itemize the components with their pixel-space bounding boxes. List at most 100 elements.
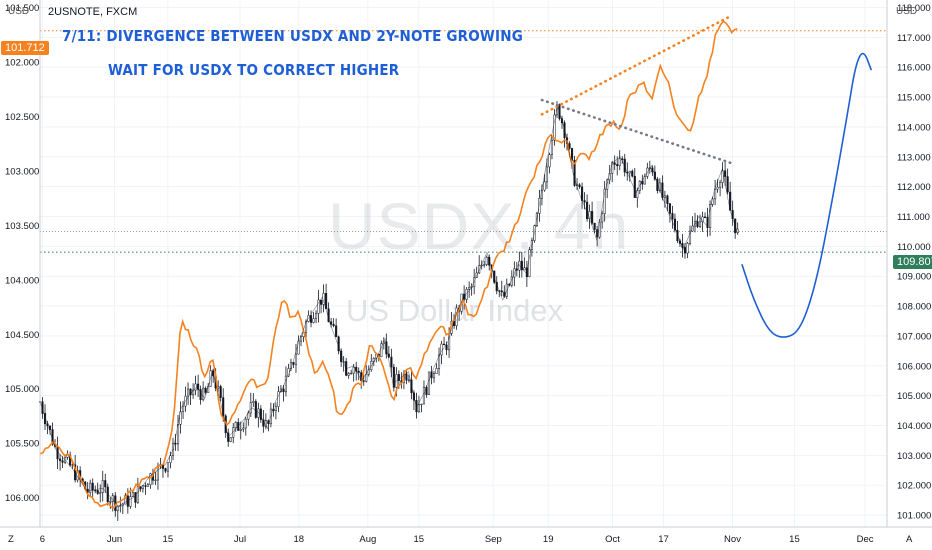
left-tick-label: 105.500 [5, 439, 39, 450]
candle-body [696, 221, 699, 227]
right-tick-label: 115.000 [897, 93, 931, 104]
candle-body [631, 170, 634, 177]
candle-body [277, 391, 280, 407]
right-tick-label: 110.000 [897, 242, 931, 253]
watermark-main: USDX, 4h [328, 189, 630, 263]
candle-body [407, 379, 410, 381]
right-axis-unit: USD [896, 6, 918, 17]
candle-body [709, 204, 712, 228]
right-tick-label: 108.000 [897, 302, 931, 313]
left-tick-label: 103.000 [5, 166, 39, 177]
candle-body [187, 388, 190, 397]
candle-body [365, 373, 368, 382]
candle-body [199, 389, 202, 401]
candle-body [545, 166, 548, 183]
candle-body [352, 366, 355, 374]
candle-body [698, 221, 702, 227]
candle-body [616, 164, 619, 166]
candle-body [706, 217, 709, 228]
candle-body [488, 256, 491, 266]
candle-body [317, 299, 320, 314]
grid-lines [40, 0, 887, 527]
right-tick-label: 109.000 [897, 272, 931, 283]
candle-body [663, 195, 666, 198]
candle-body [523, 267, 526, 271]
candle-body [543, 181, 546, 191]
candle-body [239, 428, 242, 431]
right-tick-label: 113.000 [897, 152, 931, 163]
candle-body [234, 422, 237, 428]
candle-body [688, 230, 692, 244]
candle-body [362, 380, 365, 382]
candle-body [724, 170, 727, 177]
candle-body [315, 313, 318, 319]
candle-body [61, 460, 64, 463]
candle-body [478, 265, 481, 274]
candle-body [242, 427, 245, 430]
right-tick-label: 117.000 [897, 33, 931, 44]
right-tick-label: 116.000 [897, 63, 931, 74]
candle-body [99, 492, 102, 494]
candle-body [443, 343, 446, 346]
x-tick-label: Sep [485, 534, 502, 545]
candle-body [435, 368, 438, 374]
right-axis: 101.000 102.000 103.000 104.000 105.000 106.0… [886, 0, 931, 527]
candle-body [294, 353, 298, 365]
candle-body [668, 203, 671, 214]
candle-body [553, 114, 556, 141]
candle-body [297, 340, 300, 355]
candle-body [347, 373, 350, 376]
candle-body [701, 216, 704, 223]
candle-body [166, 462, 170, 472]
candle-body [330, 321, 333, 325]
candle-body [550, 139, 554, 156]
annotation-line-2: WAIT FOR USDX TO CORRECT HIGHER [108, 61, 400, 79]
right-tick-label: 105.000 [897, 391, 931, 402]
candle-body [169, 455, 172, 463]
candle-body [468, 287, 471, 290]
x-tick-label: Jul [234, 534, 246, 545]
candle-body [633, 175, 636, 198]
candle-body [174, 443, 177, 445]
right-tick-label: 118.000 [897, 3, 931, 14]
left-axis: 101.500 102.000 102.500 103.000 103.500 104.0… [5, 0, 41, 527]
candle-body [628, 170, 631, 174]
candle-body [204, 387, 207, 393]
candle-body [601, 213, 604, 223]
candle-body [91, 482, 94, 491]
candle-body [683, 247, 687, 254]
left-last-value-tag: 101.712 [1, 41, 49, 55]
projection-curve [741, 52, 873, 338]
trendlines [540, 15, 732, 165]
left-tick-label: 106.000 [5, 493, 39, 504]
candle-body [390, 356, 393, 368]
candle-body [197, 383, 200, 390]
x-tick-label: 15 [414, 534, 425, 545]
candle-body [350, 372, 353, 375]
candle-body [726, 176, 729, 193]
right-tick-label: 112.000 [897, 182, 931, 193]
symbol-label: 2USNOTE, FXCM [48, 6, 138, 18]
candle-body [483, 264, 486, 266]
candle-body [410, 379, 413, 394]
candle-body [417, 404, 421, 413]
x-tick-label: Aug [359, 534, 376, 545]
candle-body [520, 260, 523, 271]
candle-body [309, 315, 313, 323]
candle-body [420, 403, 423, 406]
x-tick-label: 15 [789, 534, 800, 545]
candle-body [252, 401, 255, 403]
candle-body [714, 188, 717, 200]
candle-body [593, 222, 596, 230]
candle-body [500, 290, 503, 293]
candle-body [671, 213, 674, 220]
candle-body [181, 405, 185, 412]
candle-body [149, 473, 152, 485]
candle-body [96, 490, 99, 494]
left-tick-label: 102.000 [5, 58, 39, 69]
candle-body [538, 198, 541, 214]
candle-body [357, 370, 360, 373]
x-tick-label: 17 [658, 534, 669, 545]
candle-body [325, 293, 328, 310]
candle-body [445, 344, 448, 351]
